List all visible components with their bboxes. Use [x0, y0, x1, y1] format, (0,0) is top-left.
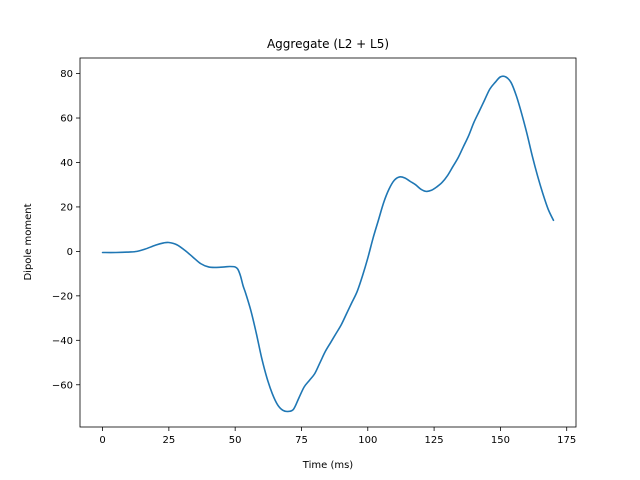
plot-area-frame — [79, 57, 577, 428]
y-tick-label: 80 — [60, 69, 73, 80]
x-tick-label: 0 — [99, 435, 105, 446]
y-tick-label: −40 — [52, 336, 73, 347]
x-tick-label: 100 — [358, 435, 377, 446]
y-tick-label: 0 — [67, 247, 73, 258]
y-tick-label: 40 — [60, 158, 73, 169]
y-tick-label: −20 — [52, 291, 73, 302]
x-axis-label: Time (ms) — [302, 460, 354, 471]
y-tick-label: 60 — [60, 114, 73, 125]
x-tick-label: 125 — [425, 435, 444, 446]
y-tick-label: −60 — [52, 380, 73, 391]
x-tick-label: 150 — [491, 435, 510, 446]
x-tick-label: 50 — [229, 435, 242, 446]
series-line-aggregate — [101, 75, 555, 413]
x-tick-label: 25 — [162, 435, 175, 446]
y-axis-label: Dipole moment — [23, 203, 34, 280]
x-tick-label: 175 — [557, 435, 576, 446]
y-tick-label: 20 — [60, 202, 73, 213]
chart-title: Aggregate (L2 + L5) — [267, 37, 389, 51]
axis-ticks: 0 25 50 75 100 125 150 175 −60 −40 −20 0 20 40 60 80 — [52, 69, 576, 446]
x-tick-label: 75 — [295, 435, 308, 446]
